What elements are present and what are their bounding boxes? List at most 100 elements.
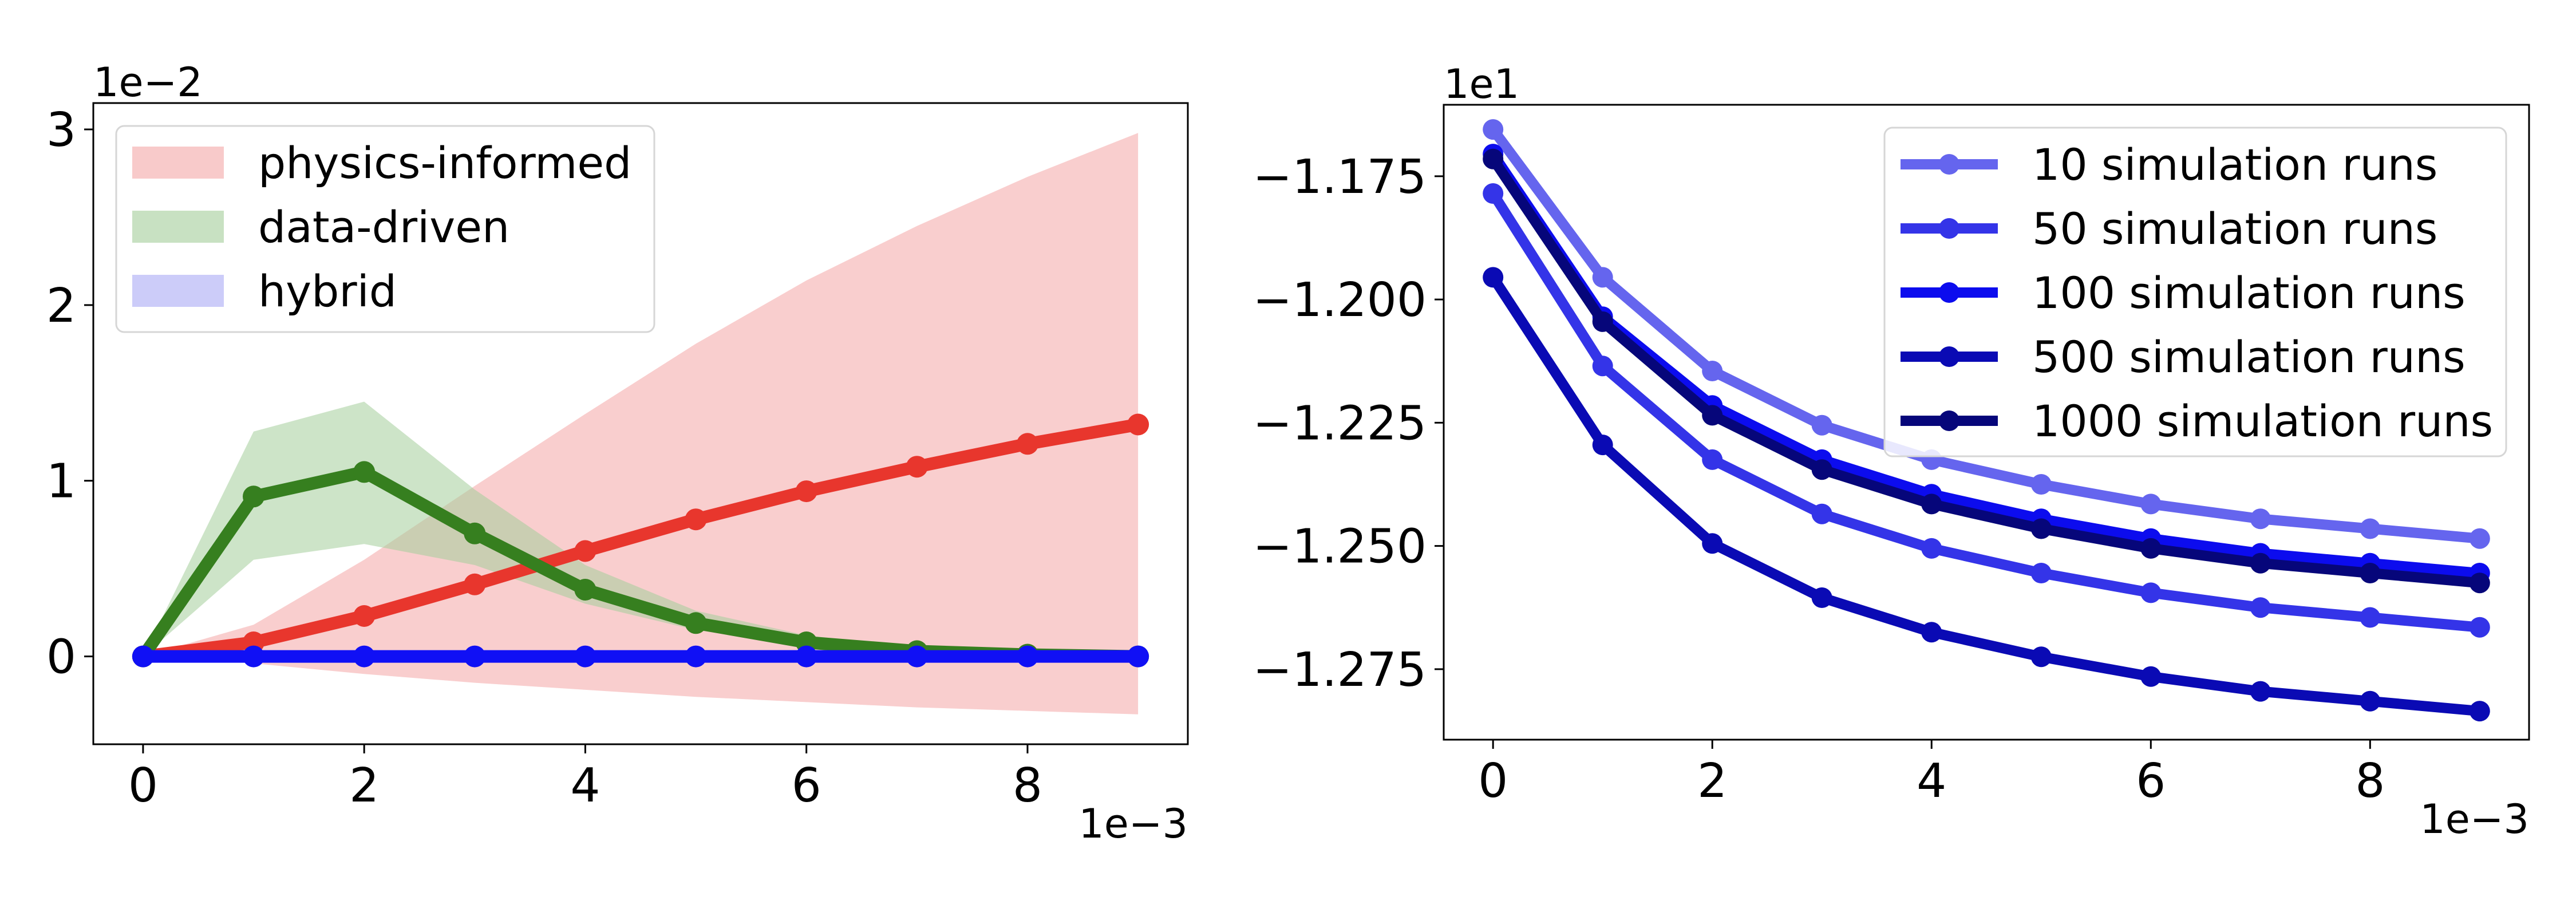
series-line-500-simulation-runs xyxy=(1488,272,2485,717)
legend-marker xyxy=(1939,218,1959,239)
series-line-100-simulation-runs xyxy=(1488,149,2485,578)
data-point xyxy=(464,522,486,544)
legend-label: hybrid xyxy=(258,266,397,317)
data-point xyxy=(2360,607,2381,628)
legend-label: 1000 simulation runs xyxy=(2032,396,2493,447)
data-point xyxy=(464,645,486,668)
data-point xyxy=(2030,563,2052,583)
x-scale-label: 1e−3 xyxy=(2420,796,2529,843)
data-point xyxy=(1702,405,1723,426)
y-scale-label: 1e1 xyxy=(1444,61,1519,108)
data-point xyxy=(574,579,596,601)
data-point xyxy=(685,508,707,531)
data-point xyxy=(2250,597,2271,618)
axes-frame xyxy=(92,102,1189,745)
data-point xyxy=(2250,552,2271,574)
data-point xyxy=(464,573,486,595)
data-point xyxy=(353,645,376,668)
legend-marker xyxy=(1939,410,1959,431)
data-point xyxy=(1592,311,1613,332)
legend-marker xyxy=(1939,282,1959,303)
chart-1: 0 2 4 6 8 0 1 2 3 1e−2 1e−3 physics-informed data-dr… xyxy=(46,59,1189,847)
band-physics-informed xyxy=(143,133,1139,714)
x-tick-label: 2 xyxy=(349,759,379,813)
data-point xyxy=(2030,474,2052,495)
y-tick-label: −1.200 xyxy=(1253,273,1427,327)
data-point xyxy=(1483,183,1504,204)
data-point xyxy=(1811,414,1832,436)
legend-label: data-driven xyxy=(258,202,509,252)
x-tick-label: 6 xyxy=(2136,754,2166,808)
data-point xyxy=(1811,459,1832,480)
series-line-50-simulation-runs xyxy=(1488,188,2485,633)
legend-box xyxy=(115,125,655,333)
data-point xyxy=(574,645,596,668)
series-line-physics-informed xyxy=(136,418,1145,663)
x-tick-label: 0 xyxy=(1478,754,1508,808)
data-point xyxy=(1483,148,1504,169)
y-tick-label: 0 xyxy=(46,630,76,685)
band-data-driven xyxy=(143,401,1139,657)
y-tick-label: 2 xyxy=(46,279,76,333)
legend-label: 10 simulation runs xyxy=(2032,139,2437,190)
data-point xyxy=(1702,449,1723,470)
x-tick-label: 4 xyxy=(1917,754,1946,808)
legend-marker xyxy=(1939,154,1959,175)
data-point xyxy=(2140,666,2162,687)
data-point xyxy=(243,485,264,508)
data-point xyxy=(574,540,596,562)
data-point xyxy=(1702,361,1723,381)
series-line-10-simulation-runs xyxy=(1488,124,2485,544)
data-point xyxy=(1921,493,1942,515)
x-tick-label: 8 xyxy=(2355,754,2385,808)
data-point xyxy=(353,461,376,483)
data-point xyxy=(2030,518,2052,539)
data-point xyxy=(2469,701,2490,722)
legend-label: 100 simulation runs xyxy=(2032,267,2466,318)
data-point xyxy=(2469,572,2490,594)
y-scale-label: 1e−2 xyxy=(93,59,203,106)
data-point xyxy=(1017,433,1038,455)
data-point xyxy=(2360,563,2381,583)
data-point xyxy=(2140,538,2162,559)
data-point xyxy=(795,645,817,668)
data-point xyxy=(243,645,264,668)
legend-box xyxy=(1883,127,2507,457)
legend-swatch xyxy=(132,147,224,179)
data-point xyxy=(1017,645,1038,668)
data-point xyxy=(2469,528,2490,549)
data-point xyxy=(1811,587,1832,608)
data-point xyxy=(2030,646,2052,668)
data-point xyxy=(1483,119,1504,140)
data-point xyxy=(2140,582,2162,603)
data-point xyxy=(1127,645,1149,668)
x-scale-label: 1e−3 xyxy=(1078,800,1188,847)
data-point xyxy=(906,645,928,668)
data-point xyxy=(906,456,928,478)
y-tick-label: 1 xyxy=(46,455,76,509)
data-point xyxy=(795,480,817,503)
data-point xyxy=(1921,622,1942,643)
y-tick-label: −1.250 xyxy=(1253,520,1427,574)
x-tick-label: 2 xyxy=(1697,754,1727,808)
legend-swatch xyxy=(132,275,224,307)
y-tick-label: −1.225 xyxy=(1253,396,1427,451)
data-point xyxy=(1483,267,1504,288)
data-point xyxy=(2140,493,2162,515)
y-tick-label: −1.275 xyxy=(1253,643,1427,697)
data-point xyxy=(1592,267,1613,288)
data-point xyxy=(685,612,707,634)
data-point xyxy=(685,645,707,668)
data-point xyxy=(353,605,376,627)
x-tick-label: 0 xyxy=(128,759,158,813)
x-tick-label: 4 xyxy=(570,759,600,813)
data-point xyxy=(1592,435,1613,456)
legend-label: 500 simulation runs xyxy=(2032,331,2466,382)
data-point xyxy=(1811,503,1832,524)
data-point xyxy=(1127,413,1149,436)
data-point xyxy=(2250,681,2271,702)
legend: physics-informed data-driven hybrid xyxy=(115,125,655,333)
data-point xyxy=(1702,533,1723,554)
x-tick-label: 6 xyxy=(792,759,821,813)
